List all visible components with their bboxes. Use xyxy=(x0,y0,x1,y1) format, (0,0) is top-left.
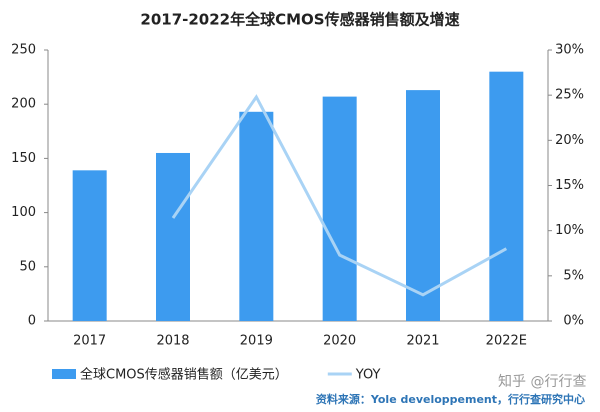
x-tick-label: 2021 xyxy=(406,334,439,349)
y2-tick-label: 30% xyxy=(555,43,584,58)
watermark: 知乎 @行行查 xyxy=(498,373,586,390)
y-tick-label: 150 xyxy=(11,151,36,166)
bar xyxy=(406,90,440,321)
y2-tick-label: 5% xyxy=(563,268,584,283)
x-tick-label: 2019 xyxy=(240,334,273,349)
bar xyxy=(322,96,357,321)
y-tick-label: 50 xyxy=(19,259,36,274)
chart-title: 2017-2022年全球CMOS传感器销售额及增速 xyxy=(140,11,459,29)
x-tick-label: 2020 xyxy=(323,334,356,349)
y-tick-label: 250 xyxy=(11,43,36,58)
bar xyxy=(72,170,107,321)
x-tick-label: 2022E xyxy=(486,334,527,349)
legend-label: YOY xyxy=(355,368,381,383)
bar xyxy=(239,111,274,322)
line xyxy=(171,94,508,297)
x-tick-label: 2017 xyxy=(73,334,106,349)
bar xyxy=(489,71,524,322)
y2-tick-label: 15% xyxy=(555,178,584,193)
y2-tick-label: 0% xyxy=(563,314,584,329)
x-tick-label: 2018 xyxy=(156,334,189,349)
legend-swatch xyxy=(52,369,76,379)
y-tick-label: 0 xyxy=(28,314,36,329)
source: 资料来源：Yole developpement，行行查研究中心 xyxy=(316,392,585,406)
y-tick-label: 200 xyxy=(11,97,36,112)
y2-tick-label: 20% xyxy=(555,133,584,148)
y2-tick-label: 25% xyxy=(555,88,584,103)
legend-label: 全球CMOS传感器销售额（亿美元） xyxy=(80,367,288,383)
y-tick-label: 100 xyxy=(11,205,36,220)
bar xyxy=(156,152,190,321)
y2-tick-label: 10% xyxy=(555,223,584,238)
